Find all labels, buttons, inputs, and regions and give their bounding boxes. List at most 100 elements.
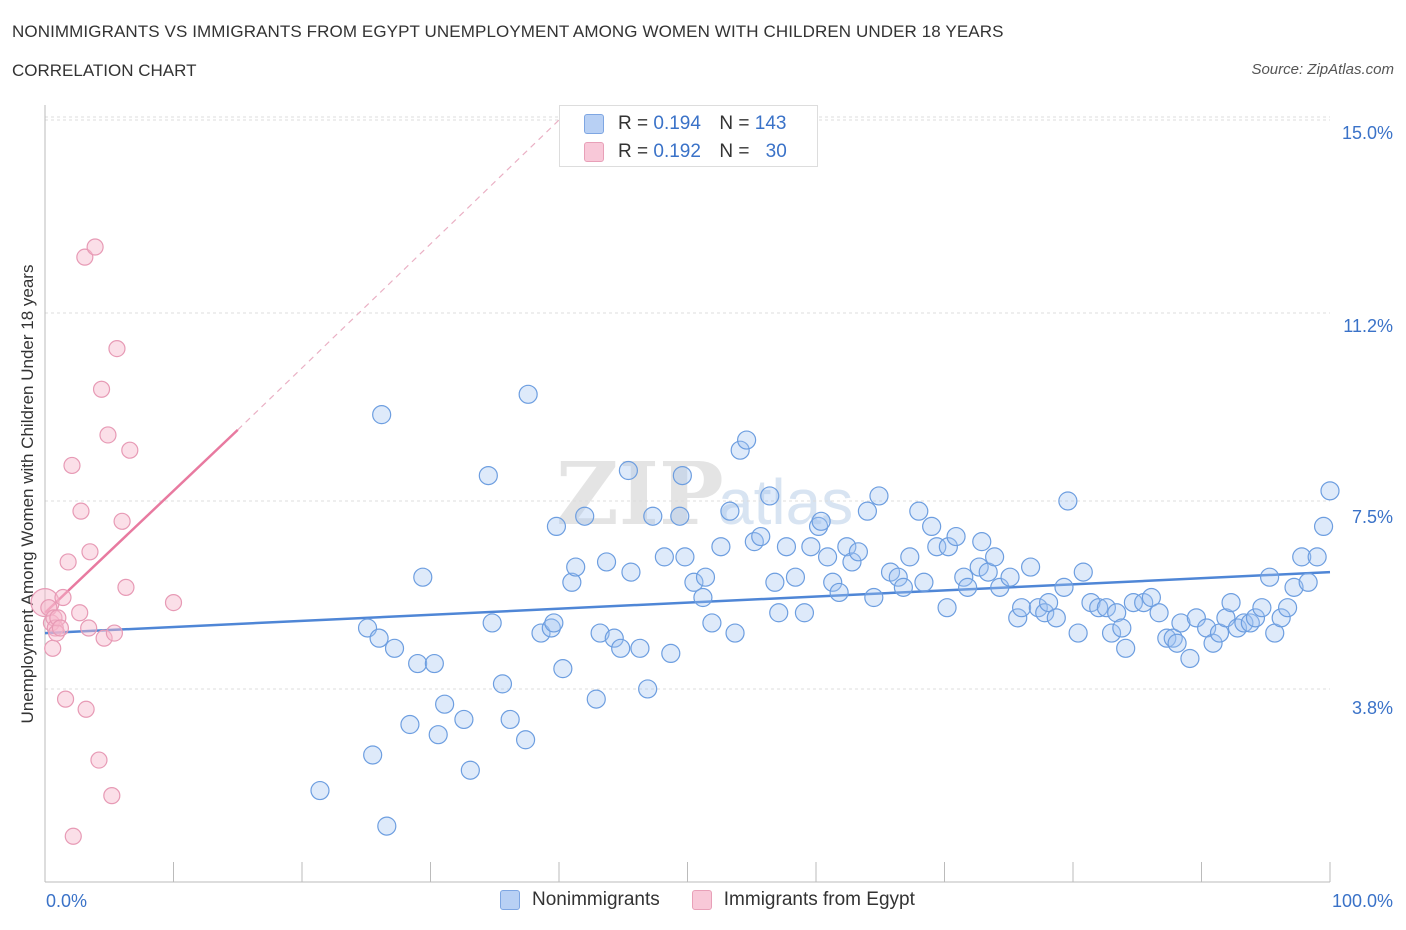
nonimmigrant-point	[435, 694, 455, 714]
nonimmigrant-point	[990, 577, 1010, 597]
egypt-point	[59, 553, 77, 571]
n-label: N =	[719, 113, 750, 134]
legend-label-nonimmigrants: Nonimmigrants	[532, 889, 660, 910]
y-tick-label-15: 15.0%	[1341, 123, 1393, 143]
nonimmigrant-point	[1035, 603, 1055, 623]
nonimmigrant-point	[1171, 613, 1191, 633]
nonimmigrant-point	[808, 516, 829, 537]
egypt-point	[92, 380, 111, 398]
nonimmigrant-point	[864, 587, 884, 608]
nonimmigrant-point	[842, 552, 862, 572]
legend-swatch-pink	[691, 890, 712, 910]
nonimmigrant-point	[1320, 481, 1340, 501]
nonimmigrant-point	[1046, 608, 1066, 628]
nonimmigrant-point	[638, 679, 658, 699]
nonimmigrant-point	[377, 816, 397, 836]
nonimmigrant-point	[801, 537, 821, 557]
nonimmigrant-point	[531, 623, 551, 643]
nonimmigrant-point	[869, 486, 889, 506]
watermark-atlas: atlas	[718, 466, 853, 538]
source-credit: Source: ZipAtlas.com	[1251, 61, 1394, 78]
nonimmigrant-point	[1313, 516, 1334, 537]
nonimmigrant-point	[1112, 618, 1132, 638]
nonimmigrant-point	[985, 547, 1005, 567]
nonimmigrant-point	[954, 567, 974, 587]
nonimmigrant-point	[848, 542, 869, 562]
nonimmigrant-point	[562, 572, 582, 592]
chart-subtitle: CORRELATION CHART	[12, 61, 197, 80]
nonimmigrant-point	[1292, 547, 1312, 567]
nonimmigrant-point	[937, 598, 957, 618]
nonimmigrant-point	[546, 516, 567, 537]
nonimmigrant-point	[1089, 598, 1109, 618]
nonimmigrant-point	[1260, 567, 1280, 587]
legend-item-nonimmigrants[interactable]: Nonimmigrants	[500, 889, 660, 911]
nonimmigrant-point	[515, 730, 536, 750]
nonimmigrant-point	[909, 501, 929, 521]
egypt-point	[108, 340, 126, 358]
egypt-point	[51, 619, 70, 637]
nonimmigrant-point	[1054, 577, 1074, 597]
nonimmigrant-point	[1101, 623, 1122, 643]
nonimmigrant-point	[1277, 598, 1298, 618]
r-label: R =	[618, 113, 649, 134]
egypt-point	[117, 578, 135, 596]
nonimmigrant-point	[857, 501, 878, 521]
egypt-point	[71, 604, 89, 622]
nonimmigrant-point	[369, 628, 389, 648]
trend-line-nonimmigrants	[44, 570, 1331, 635]
nonimmigrant-point	[643, 506, 663, 526]
legend-item-egypt[interactable]: Immigrants from Egypt	[691, 889, 915, 911]
nonimmigrant-point	[1252, 598, 1272, 618]
nonimmigrant-point	[661, 643, 681, 664]
nonimmigrant-point	[720, 501, 740, 521]
nonimmigrant-point	[693, 587, 713, 608]
nonimmigrant-point	[1116, 638, 1136, 658]
chart-title: NONIMMIGRANTS VS IMMIGRANTS FROM EGYPT U…	[12, 22, 1004, 41]
nonimmigrant-point	[1038, 592, 1059, 613]
nonimmigrant-point	[670, 506, 690, 526]
egypt-point	[81, 543, 99, 561]
nonimmigrant-point	[1167, 633, 1187, 653]
nonimmigrant-point	[1123, 592, 1143, 613]
x-tick-label-min: 0.0%	[46, 891, 88, 911]
nonimmigrant-point	[751, 526, 771, 547]
nonimmigrant-point	[811, 511, 831, 531]
nonimmigrant-point	[1240, 613, 1260, 633]
egypt-point	[164, 593, 183, 612]
egypt-point	[103, 787, 121, 805]
nonimmigrant-point	[1073, 562, 1093, 582]
n-value: 30	[765, 141, 787, 162]
nonimmigrant-point	[553, 659, 573, 679]
egypt-point	[99, 426, 117, 444]
nonimmigrant-point	[1186, 608, 1206, 628]
nonimmigrant-point	[785, 567, 806, 587]
egypt-point	[95, 629, 113, 647]
nonimmigrant-point	[725, 623, 745, 643]
egypt-point	[44, 639, 62, 657]
nonimmigrant-point	[888, 567, 908, 587]
nonimmigrant-point	[492, 674, 513, 694]
nonimmigrant-point	[972, 532, 992, 552]
legend-label-egypt: Immigrants from Egypt	[723, 889, 915, 910]
nonimmigrant-point	[1058, 491, 1078, 511]
nonimmigrant-point	[384, 638, 405, 658]
nonimmigrant-point	[958, 577, 978, 597]
nonimmigrant-point	[769, 603, 789, 623]
n-value: 143	[754, 113, 787, 134]
egypt-point	[77, 700, 95, 718]
nonimmigrant-point	[765, 572, 785, 592]
nonimmigrant-point	[363, 745, 383, 765]
bottom-legend: Nonimmigrants Immigrants from Egypt	[500, 889, 947, 911]
nonimmigrant-point	[575, 506, 595, 526]
nonimmigrant-point	[938, 537, 958, 557]
egypt-point	[64, 827, 82, 845]
nonimmigrant-point	[1141, 587, 1161, 608]
nonimmigrant-point	[675, 547, 695, 567]
nonimmigrant-point	[1221, 592, 1241, 613]
egypt-point	[49, 609, 67, 627]
nonimmigrant-point	[424, 653, 444, 674]
nonimmigrant-point	[1307, 547, 1327, 567]
nonimmigrant-point	[454, 709, 474, 730]
nonimmigrant-point	[893, 577, 913, 597]
